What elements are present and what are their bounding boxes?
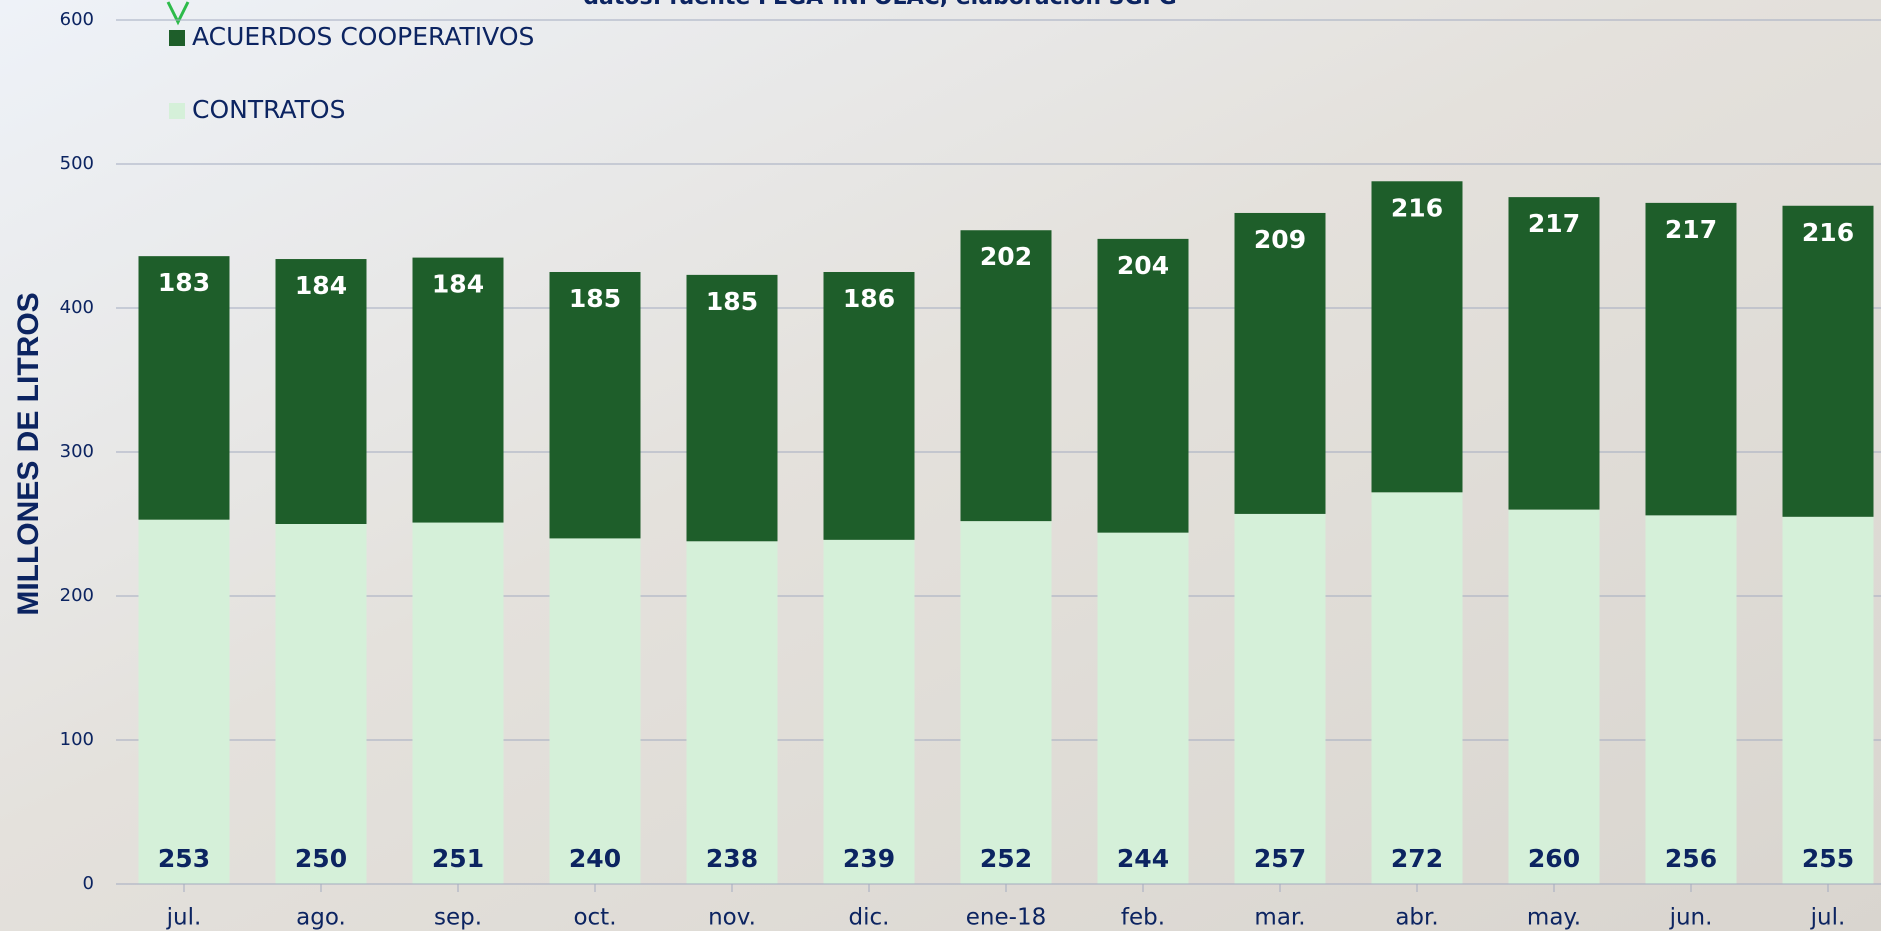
bar-segment [1509,510,1600,884]
y-tick-label: 300 [60,441,94,462]
value-label: 256 [1665,844,1717,873]
value-label: 185 [569,284,621,313]
value-label: 253 [158,844,210,873]
bar-segment [413,523,504,884]
value-label: 260 [1528,844,1580,873]
x-tick-label: ago. [296,905,346,931]
value-label: 209 [1254,225,1306,254]
bar-segment [1783,517,1874,884]
value-label: 184 [295,271,347,300]
x-tick-label: jul. [166,905,202,931]
x-tick-label: sep. [434,905,482,931]
value-label: 251 [432,844,484,873]
bar-segment [1646,203,1737,515]
y-tick-label: 400 [60,297,94,318]
value-label: 183 [158,268,210,297]
bar-segment [687,541,778,884]
bar-segment [276,524,367,884]
x-tick-label: mar. [1254,905,1305,931]
value-label: 252 [980,844,1032,873]
y-tick-label: 200 [60,585,94,606]
x-tick-label: may. [1527,905,1581,931]
x-tick-label: feb. [1121,905,1165,931]
value-label: 216 [1391,193,1443,222]
value-label: 186 [843,284,895,313]
bar-segment [1372,181,1463,492]
value-label: 238 [706,844,758,873]
subtitle: datos: fuente FEGA-INFOLAC, elaboración … [583,0,1176,10]
bar-segment [139,520,230,884]
bar-segment [1098,239,1189,533]
bar-segment [1098,533,1189,884]
value-label: 240 [569,844,621,873]
legend-swatch [169,103,185,119]
bar-segment [824,540,915,884]
value-label: 202 [980,242,1032,271]
x-tick-label: jul. [1810,905,1846,931]
value-label: 184 [432,270,484,299]
bar-segment [550,538,641,884]
value-label: 255 [1802,844,1854,873]
bar-segment [1235,213,1326,514]
x-tick-label: dic. [849,905,890,931]
value-label: 257 [1254,844,1306,873]
x-tick-label: nov. [708,905,756,931]
y-tick-label: 100 [60,729,94,750]
value-label: 239 [843,844,895,873]
value-label: 244 [1117,844,1169,873]
bar-segment [1783,206,1874,517]
y-tick-label: 500 [60,153,94,174]
x-tick-label: jun. [1669,905,1713,931]
legend-label: CONTRATOS [192,95,345,124]
bar-segment [1235,514,1326,884]
value-label: 217 [1528,209,1580,238]
x-tick-label: oct. [573,905,616,931]
bar-segment [1372,492,1463,884]
value-label: 217 [1665,215,1717,244]
value-label: 204 [1117,251,1169,280]
legend-label: ACUERDOS COOPERATIVOS [192,22,534,51]
bar-segment [961,230,1052,521]
chart: datos: fuente FEGA-INFOLAC, elaboración … [0,0,1881,931]
bar-segment [961,521,1052,884]
y-tick-label: 0 [83,873,94,894]
bar-segment [1509,197,1600,509]
y-axis-label: MILLONES DE LITROS [12,292,45,615]
value-label: 216 [1802,218,1854,247]
value-label: 272 [1391,844,1443,873]
value-label: 250 [295,844,347,873]
bar-segment [1646,515,1737,884]
value-label: 185 [706,287,758,316]
x-tick-label: abr. [1395,905,1438,931]
x-tick-label: ene-18 [966,905,1046,931]
y-tick-label: 600 [60,9,94,30]
legend-swatch [169,30,185,46]
